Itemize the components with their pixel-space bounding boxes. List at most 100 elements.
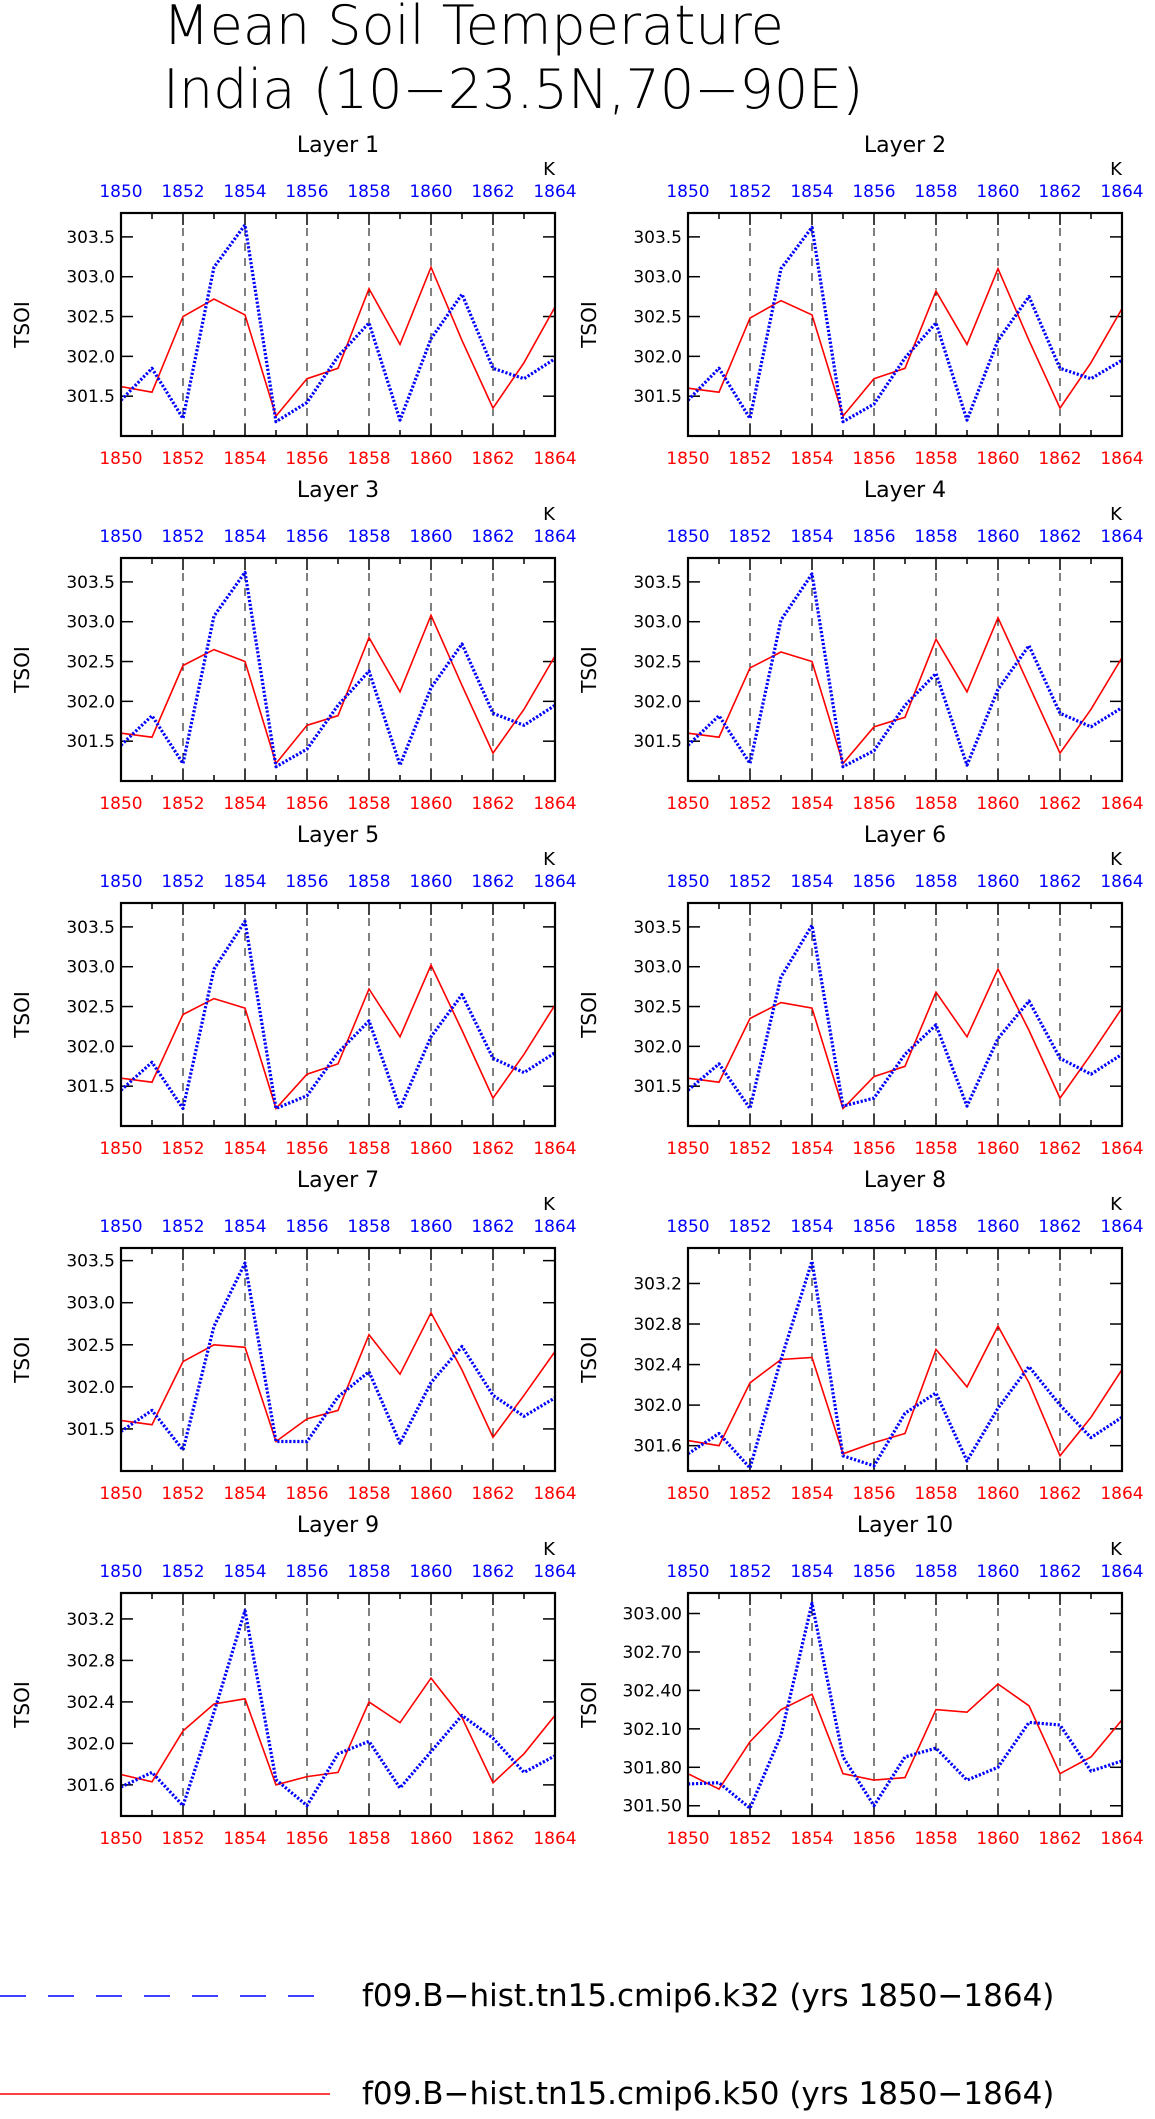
x-tick-label-top: 1858 — [914, 527, 957, 547]
series-line-k50 — [687, 1324, 1123, 1458]
y-tick-label: 302.10 — [623, 1720, 682, 1740]
x-tick-label-top: 1858 — [347, 1217, 390, 1237]
series-line-k50 — [687, 615, 1123, 766]
y-tick-label: 302.0 — [66, 1378, 115, 1398]
x-tick-label-top: 1854 — [790, 872, 833, 892]
plot-frame — [686, 1246, 1124, 1473]
series-line-k50 — [120, 265, 556, 418]
x-tick-label-bottom: 1860 — [976, 449, 1019, 469]
x-tick-label-top: 1862 — [1038, 1217, 1081, 1237]
series-line-k32 — [686, 225, 1123, 424]
y-tick-label: 303.2 — [66, 1610, 115, 1630]
x-tick-label-bottom: 1858 — [914, 1139, 957, 1159]
x-tick-label-bottom: 1854 — [790, 449, 833, 469]
x-tick-label-bottom: 1864 — [1100, 1484, 1143, 1504]
x-tick-label-bottom: 1858 — [347, 449, 390, 469]
panel-title: Layer 6 — [864, 823, 946, 848]
x-tick-label-top: 1854 — [790, 527, 833, 547]
x-tick-label-top: 1862 — [471, 872, 514, 892]
x-tick-label-bottom: 1850 — [99, 1829, 142, 1849]
y-tick-label: 302.5 — [66, 308, 115, 328]
plot-frame — [119, 901, 557, 1128]
x-tick-label-bottom: 1862 — [1038, 449, 1081, 469]
x-tick-label-top: 1862 — [471, 527, 514, 547]
y-tick-label: 302.5 — [633, 998, 682, 1018]
x-tick-label-top: 1852 — [161, 1217, 204, 1237]
y-tick-label: 302.8 — [633, 1315, 682, 1335]
x-tick-label-bottom: 1862 — [471, 449, 514, 469]
y-axis-label: TSOI — [10, 646, 34, 694]
y-tick-label: 303.5 — [66, 918, 115, 938]
y-axis-label: TSOI — [577, 646, 601, 694]
x-tick-label-bottom: 1850 — [99, 1139, 142, 1159]
x-tick-label-bottom: 1862 — [471, 1484, 514, 1504]
x-tick-label-top: 1858 — [347, 1562, 390, 1582]
y-tick-label: 303.0 — [66, 268, 115, 288]
unit-label: K — [1110, 159, 1123, 180]
y-tick-label: 303.5 — [66, 1252, 115, 1272]
x-tick-label-top: 1850 — [666, 1217, 709, 1237]
x-tick-label-bottom: 1856 — [285, 1139, 328, 1159]
x-tick-label-bottom: 1850 — [666, 449, 709, 469]
plot-frame — [119, 1246, 557, 1473]
series-line-k32 — [119, 919, 556, 1111]
y-axis-label: TSOI — [10, 301, 34, 349]
y-tick-label: 302.4 — [633, 1356, 682, 1376]
y-tick-label: 302.0 — [66, 347, 115, 367]
x-tick-label-bottom: 1860 — [409, 1139, 452, 1159]
x-tick-label-top: 1864 — [1100, 182, 1143, 202]
y-tick-label: 301.5 — [66, 387, 115, 407]
panel-layer-5: Layer 5 K TSOI 1850 1850 1852 1852 1854 1854 1856… — [10, 823, 577, 1159]
x-tick-label-bottom: 1850 — [99, 449, 142, 469]
x-tick-label-bottom: 1860 — [976, 794, 1019, 814]
x-tick-label-bottom: 1858 — [914, 1484, 957, 1504]
x-tick-label-bottom: 1864 — [1100, 794, 1143, 814]
panel-title: Layer 9 — [297, 1513, 379, 1538]
x-tick-label-bottom: 1852 — [728, 1139, 771, 1159]
plot-frame — [119, 1591, 557, 1818]
x-tick-label-bottom: 1850 — [99, 794, 142, 814]
x-tick-label-bottom: 1852 — [161, 1829, 204, 1849]
x-tick-label-top: 1856 — [285, 1562, 328, 1582]
x-tick-label-bottom: 1852 — [161, 1484, 204, 1504]
x-tick-label-bottom: 1862 — [1038, 1139, 1081, 1159]
x-tick-label-top: 1860 — [976, 527, 1019, 547]
x-tick-label-top: 1856 — [285, 872, 328, 892]
figure-title-line-2: India (10−23.5N,70−90E) — [163, 58, 863, 121]
panel-layer-7: Layer 7 K TSOI 1850 1850 1852 1852 1854 1854 1856… — [10, 1168, 577, 1504]
y-tick-label: 303.0 — [66, 1294, 115, 1314]
x-tick-label-bottom: 1852 — [728, 449, 771, 469]
x-tick-label-bottom: 1858 — [347, 1484, 390, 1504]
x-tick-label-bottom: 1864 — [1100, 1829, 1143, 1849]
x-tick-label-bottom: 1864 — [533, 1829, 576, 1849]
x-tick-label-bottom: 1854 — [790, 1139, 833, 1159]
x-tick-label-top: 1850 — [99, 1562, 142, 1582]
x-tick-label-top: 1856 — [285, 182, 328, 202]
x-tick-label-top: 1858 — [914, 872, 957, 892]
y-axis-label: TSOI — [577, 1681, 601, 1729]
x-tick-label-bottom: 1858 — [347, 1139, 390, 1159]
y-tick-label: 303.5 — [66, 228, 115, 248]
panel-layer-2: Layer 2 K TSOI 1850 1850 1852 1852 1854 1854 1856… — [577, 133, 1144, 469]
y-tick-label: 303.00 — [623, 1605, 682, 1625]
x-tick-label-top: 1864 — [533, 1562, 576, 1582]
y-tick-label: 302.0 — [633, 347, 682, 367]
x-tick-label-bottom: 1852 — [728, 794, 771, 814]
x-tick-label-top: 1864 — [533, 1217, 576, 1237]
x-tick-label-top: 1856 — [285, 1217, 328, 1237]
series-line-k50 — [687, 967, 1123, 1111]
y-tick-label: 302.0 — [66, 692, 115, 712]
x-tick-label-top: 1862 — [471, 1217, 514, 1237]
x-tick-label-top: 1856 — [852, 1562, 895, 1582]
x-tick-label-bottom: 1856 — [852, 794, 895, 814]
x-tick-label-bottom: 1856 — [285, 794, 328, 814]
x-tick-label-bottom: 1856 — [852, 1139, 895, 1159]
x-tick-label-top: 1850 — [99, 182, 142, 202]
x-tick-label-bottom: 1862 — [1038, 1484, 1081, 1504]
x-tick-label-top: 1852 — [161, 527, 204, 547]
x-tick-label-bottom: 1856 — [285, 1484, 328, 1504]
series-line-k50 — [120, 963, 556, 1111]
series-line-k32 — [687, 1259, 1123, 1470]
x-tick-label-top: 1856 — [852, 182, 895, 202]
x-tick-label-top: 1862 — [471, 182, 514, 202]
